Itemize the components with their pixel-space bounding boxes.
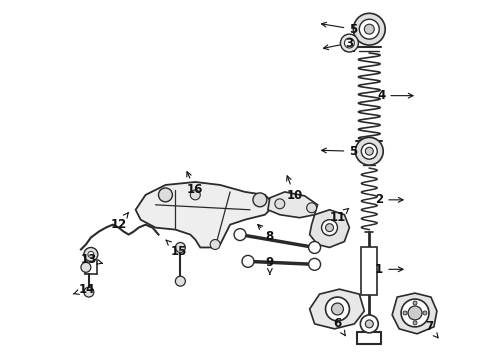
- Polygon shape: [136, 182, 275, 247]
- Text: 7: 7: [425, 320, 438, 338]
- Circle shape: [253, 193, 267, 207]
- Circle shape: [355, 137, 383, 165]
- Circle shape: [353, 13, 385, 45]
- Circle shape: [275, 199, 285, 209]
- Circle shape: [309, 242, 320, 253]
- Circle shape: [81, 262, 91, 272]
- FancyBboxPatch shape: [361, 247, 377, 295]
- Circle shape: [408, 306, 422, 320]
- Circle shape: [413, 321, 417, 325]
- Text: 6: 6: [333, 318, 345, 336]
- Text: 14: 14: [74, 283, 95, 296]
- Circle shape: [366, 147, 373, 155]
- Polygon shape: [392, 293, 437, 334]
- Circle shape: [234, 229, 246, 240]
- Circle shape: [413, 301, 417, 305]
- Circle shape: [366, 320, 373, 328]
- Circle shape: [325, 297, 349, 321]
- Circle shape: [307, 203, 317, 213]
- Circle shape: [88, 251, 94, 257]
- Circle shape: [403, 311, 407, 315]
- Text: 11: 11: [329, 208, 349, 224]
- Text: 10: 10: [287, 176, 303, 202]
- Text: 13: 13: [81, 253, 102, 266]
- Text: 4: 4: [377, 89, 413, 102]
- Circle shape: [365, 24, 374, 34]
- Text: 5: 5: [321, 145, 358, 158]
- Circle shape: [332, 303, 343, 315]
- Circle shape: [242, 255, 254, 267]
- Circle shape: [190, 190, 200, 200]
- Polygon shape: [310, 210, 349, 247]
- Circle shape: [325, 224, 334, 231]
- Circle shape: [360, 315, 378, 333]
- Circle shape: [401, 299, 429, 327]
- Text: 9: 9: [266, 256, 274, 274]
- Circle shape: [158, 188, 172, 202]
- Circle shape: [423, 311, 427, 315]
- Circle shape: [359, 19, 379, 39]
- Circle shape: [175, 243, 185, 252]
- Circle shape: [341, 34, 358, 52]
- Polygon shape: [268, 192, 318, 218]
- Circle shape: [175, 276, 185, 286]
- Text: 2: 2: [375, 193, 403, 206]
- Circle shape: [344, 38, 354, 48]
- Text: 1: 1: [375, 263, 403, 276]
- Circle shape: [361, 143, 377, 159]
- Circle shape: [309, 258, 320, 270]
- Circle shape: [210, 239, 220, 249]
- Circle shape: [84, 247, 98, 261]
- Circle shape: [84, 287, 94, 297]
- Polygon shape: [310, 289, 365, 329]
- Text: 12: 12: [111, 213, 128, 231]
- Text: 3: 3: [323, 37, 353, 50]
- Text: 5: 5: [321, 22, 358, 36]
- Text: 15: 15: [166, 240, 187, 258]
- Text: 8: 8: [258, 225, 274, 243]
- Text: 16: 16: [187, 172, 203, 197]
- Circle shape: [321, 220, 338, 235]
